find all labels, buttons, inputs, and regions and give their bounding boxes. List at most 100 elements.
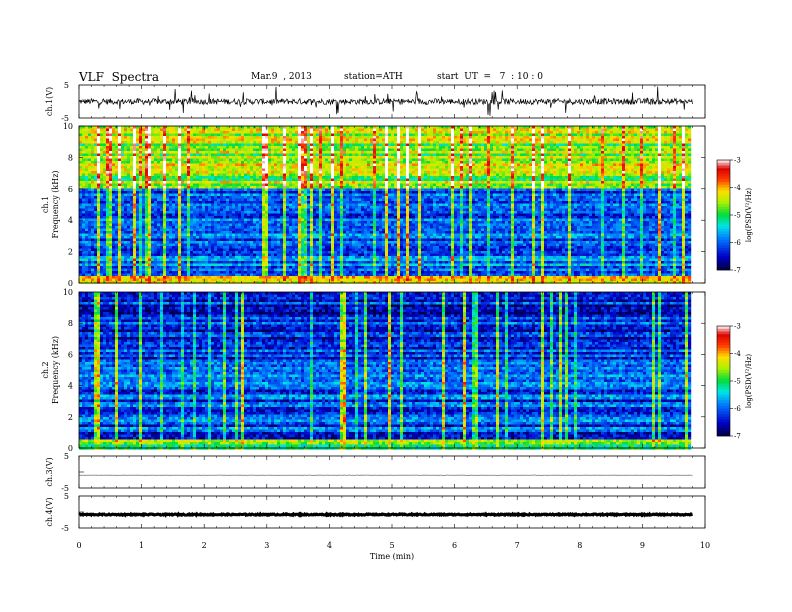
ch1-spectrogram-cell [115, 139, 118, 142]
ch1-spectrogram-cell [109, 181, 112, 184]
ch1-spectrogram-cell [340, 139, 343, 142]
ch1-spectrogram-cell [187, 134, 190, 137]
ch1-spectrogram-cell [241, 126, 244, 129]
ch1-spectrogram-cell [133, 174, 136, 177]
ch1-spectrogram-cell [271, 161, 274, 164]
ch1-spectrogram-cell [550, 149, 553, 152]
ch1-spectrogram-cell [361, 171, 364, 174]
ch1-spectrogram-cell [397, 159, 400, 162]
ch1-spectrogram-cell [397, 151, 400, 154]
ch1-spectrogram-cell [151, 181, 154, 184]
ch1-spectrogram-cell [403, 134, 406, 137]
ch1-spectrogram-cell [424, 159, 427, 162]
ch1-spectrogram-cell [382, 156, 385, 159]
ch1-spectrogram-cell [583, 184, 586, 187]
ch1-spectrogram-cell [103, 154, 106, 157]
ch1-spectrogram-cell [478, 151, 481, 154]
ch1-spectrogram-cell [424, 154, 427, 157]
ch1-spectrogram-cell [592, 159, 595, 162]
ch1-spectrogram-cell [349, 126, 352, 129]
ch1-spectrogram-cell [82, 129, 85, 132]
ch1-spectrogram-cell [169, 149, 172, 152]
ch1-spectrogram-cell [643, 141, 646, 144]
ch1-spectrogram-cell [613, 149, 616, 152]
ch1-spectrogram-cell [109, 159, 112, 162]
ch1-spectrogram-cell [298, 149, 301, 152]
ch1-spectrogram-cell [82, 164, 85, 167]
ch1-spectrogram-cell [181, 164, 184, 167]
ch1-spectrogram-cell [262, 136, 265, 139]
ch1-spectrogram-cell [187, 161, 190, 164]
ch1-spectrogram-cell [232, 144, 235, 147]
ch1-spectrogram-cell [385, 176, 388, 179]
ch1-spectrogram-cell [115, 164, 118, 167]
ch1-spectrogram-cell [118, 169, 121, 172]
ch1-spectrogram-cell [661, 161, 664, 164]
ch1-spectrogram-cell [589, 174, 592, 177]
ch1-spectrogram-cell [547, 179, 550, 182]
ch1-spectrogram-cell [352, 131, 355, 134]
ch1-spectrogram-cell [535, 164, 538, 167]
ch1-spectrogram-cell [556, 159, 559, 162]
ch1-spectrogram-cell [682, 156, 685, 159]
ch1-spectrogram-cell [631, 131, 634, 134]
ch1-spectrogram-cell [397, 181, 400, 184]
ch1-spectrogram-cell [574, 181, 577, 184]
ch1-spectrogram-cell [619, 136, 622, 139]
ch1-spectrogram-cell [322, 154, 325, 157]
ch1-spectrogram-cell [271, 149, 274, 152]
ch1-spectrogram-cell [673, 164, 676, 167]
ch1-spectrogram-cell [448, 141, 451, 144]
ch1-spectrogram-cell [625, 144, 628, 147]
ch1-spectrogram-cell [325, 126, 328, 129]
ch1-spectrogram-cell [394, 151, 397, 154]
ch1-spectrogram-cell [442, 164, 445, 167]
ch1-spectrogram-cell [313, 174, 316, 177]
ch1-spectrogram-cell [142, 179, 145, 182]
ch1-spectrogram-cell [196, 139, 199, 142]
ch1-spectrogram-cell [412, 161, 415, 164]
ch1-spectrogram-cell [91, 161, 94, 164]
ch1-spectrogram-cell [508, 154, 511, 157]
ch1-spectrogram-cell [154, 174, 157, 177]
ch1-spectrogram-cell [112, 176, 115, 179]
ch1-spectrogram-cell [352, 161, 355, 164]
ch1-spectrogram-cell [466, 144, 469, 147]
ch1-spectrogram-cell [481, 164, 484, 167]
ch1-spectrogram-cell [673, 166, 676, 169]
ch1-spectrogram-cell [196, 169, 199, 172]
ch1-spectrogram-cell [607, 149, 610, 152]
ch1-spectrogram-cell [436, 126, 439, 129]
ch1-spectrogram-cell [595, 129, 598, 132]
ch1-spectrogram-cell [685, 126, 688, 129]
ch1-spectrogram-cell [553, 171, 556, 174]
ch1-spectrogram-cell [388, 141, 391, 144]
ch1-spectrogram-cell [259, 151, 262, 154]
ch1-spectrogram-cell [667, 139, 670, 142]
ch1-spectrogram-cell [358, 161, 361, 164]
ch1-spectrogram-cell [484, 126, 487, 129]
ch1-spectrogram-cell [487, 126, 490, 129]
ch1-spectrogram-cell [649, 151, 652, 154]
ch1-spectrogram-cell [427, 151, 430, 154]
ch1-spectrogram-cell [298, 176, 301, 179]
ch1-spectrogram-cell [445, 154, 448, 157]
ch1-spectrogram-cell [277, 139, 280, 142]
ch1-spectrogram-cell [631, 139, 634, 142]
ch1-spectrogram-cell [568, 154, 571, 157]
ch1-spectrogram-cell [79, 166, 82, 169]
ch1-spectrogram-cell [331, 171, 334, 174]
ch1-spectrogram-cell [574, 136, 577, 139]
ch1-spectrogram-cell [430, 171, 433, 174]
ch1-spectrogram-cell [643, 169, 646, 172]
ch1-spectrogram-cell [226, 181, 229, 184]
ch1-spectrogram-cell [406, 134, 409, 137]
ch1-spectrogram-cell [556, 134, 559, 137]
ch1-spectrogram-cell [280, 129, 283, 132]
ch1-spectrogram-cell [610, 159, 613, 162]
ch1-spectrogram-cell [478, 136, 481, 139]
ch1-spectrogram-cell [547, 156, 550, 159]
ch1-spectrogram-cell [628, 131, 631, 134]
ch1-spectrogram-cell [682, 134, 685, 137]
ch1-spectrogram-cell [505, 171, 508, 174]
